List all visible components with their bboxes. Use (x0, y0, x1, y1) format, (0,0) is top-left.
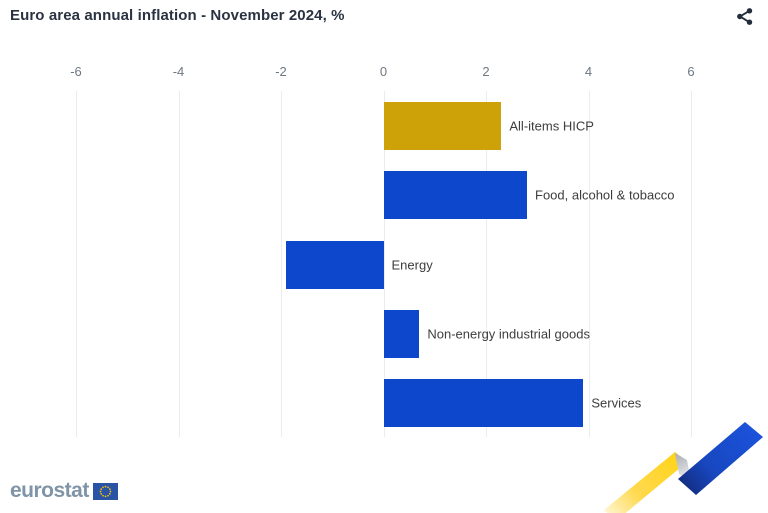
gridline (588, 91, 590, 437)
bar-label: Food, alcohol & tobacco (535, 187, 675, 203)
chart-title: Euro area annual inflation - November 20… (10, 7, 345, 24)
bar-services[interactable] (383, 379, 584, 427)
bar-non-energy-industrial-goods[interactable] (383, 309, 420, 358)
eu-flag-icon (92, 482, 118, 500)
x-axis-tick-label: 4 (584, 64, 593, 79)
bar-label: Services (591, 395, 642, 411)
eurostat-wordmark: eurostat (10, 479, 89, 502)
gridline (691, 91, 692, 437)
bar-energy[interactable] (286, 240, 384, 289)
eurostat-ribbon-logo (604, 422, 763, 513)
bar-all-items-hicp[interactable] (383, 102, 502, 150)
share-button[interactable] (734, 5, 756, 27)
eurostat-logo: eurostat (10, 479, 118, 503)
bar-label: Energy (391, 257, 433, 272)
gridline (281, 91, 282, 437)
bar-label: All-items HICP (509, 118, 594, 134)
share-icon (737, 8, 753, 25)
gridline (76, 91, 77, 437)
bar-label: Non-energy industrial goods (427, 326, 590, 342)
x-axis-tick-label: 6 (687, 64, 695, 79)
gridline (383, 91, 385, 437)
x-axis-tick-label: -4 (172, 64, 185, 79)
x-axis-tick-label: -6 (70, 64, 82, 79)
bar-food-alcohol-tobacco[interactable] (383, 171, 527, 220)
x-axis-tick-label: -2 (275, 64, 287, 79)
gridline (178, 91, 180, 437)
x-axis-tick-label: 2 (482, 64, 490, 79)
gridline (486, 91, 487, 437)
x-axis-tick-label: 0 (379, 64, 388, 79)
